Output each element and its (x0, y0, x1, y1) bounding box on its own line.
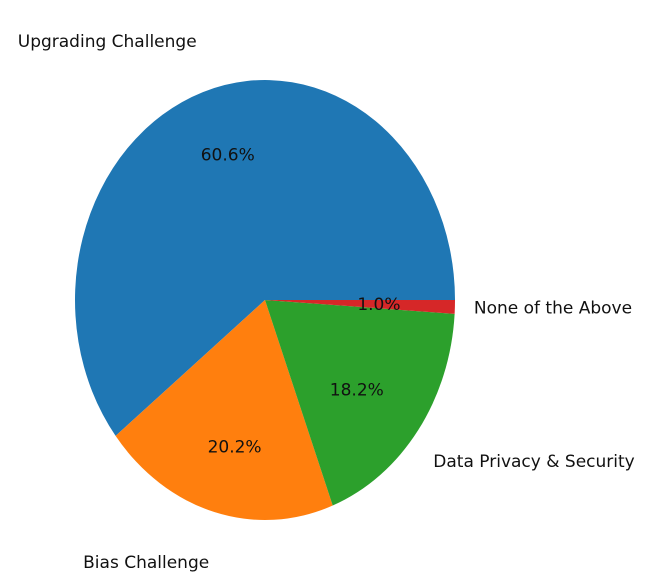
pie-slice (75, 80, 456, 436)
percent-label: 60.6% (201, 145, 255, 165)
percent-label: 20.2% (208, 437, 262, 457)
slice-label: Upgrading Challenge (18, 32, 197, 52)
percent-label: 18.2% (330, 381, 384, 401)
slice-label: Bias Challenge (83, 553, 209, 573)
pie-slice (265, 300, 455, 314)
pie-slice (265, 300, 455, 506)
slice-label: Data Privacy & Security (433, 452, 634, 472)
pie-slice (115, 300, 333, 520)
percent-label: 1.0% (357, 295, 400, 315)
slice-label: None of the Above (474, 299, 632, 319)
